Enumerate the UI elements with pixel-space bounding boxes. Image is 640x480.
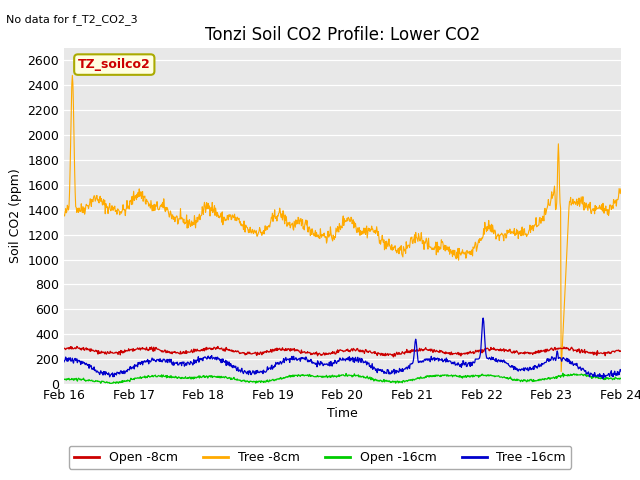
Text: TZ_soilco2: TZ_soilco2	[78, 58, 150, 71]
Text: No data for f_T2_CO2_3: No data for f_T2_CO2_3	[6, 14, 138, 25]
X-axis label: Time: Time	[327, 408, 358, 420]
Title: Tonzi Soil CO2 Profile: Lower CO2: Tonzi Soil CO2 Profile: Lower CO2	[205, 25, 480, 44]
Legend: Open -8cm, Tree -8cm, Open -16cm, Tree -16cm: Open -8cm, Tree -8cm, Open -16cm, Tree -…	[69, 446, 571, 469]
Y-axis label: Soil CO2 (ppm): Soil CO2 (ppm)	[9, 168, 22, 264]
